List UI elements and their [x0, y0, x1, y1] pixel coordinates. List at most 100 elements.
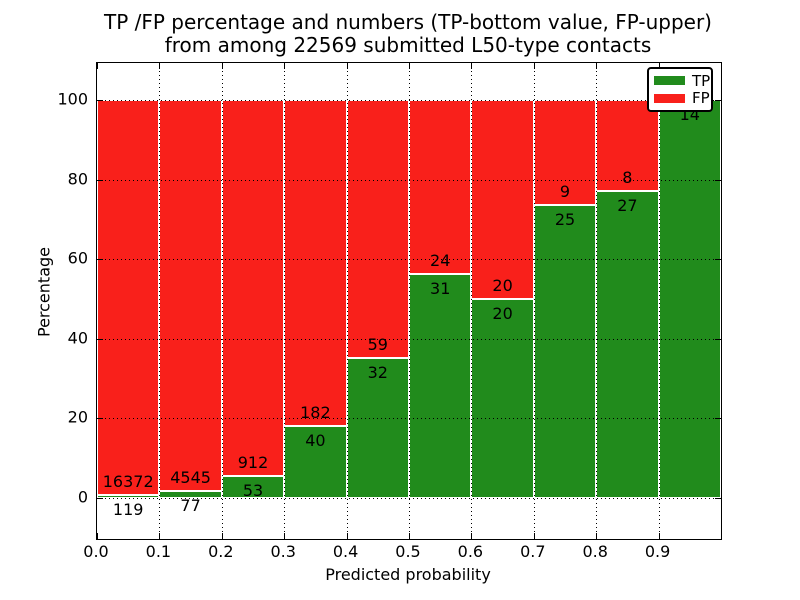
- tp-count-label: 119: [112, 500, 144, 520]
- bar-tp-segment: [284, 426, 347, 498]
- bar-fp-segment: [346, 100, 409, 359]
- v-gridline: [533, 63, 535, 539]
- v-gridline: [159, 63, 161, 539]
- x-tick-mark: [471, 63, 473, 69]
- tp-count-label: 40: [305, 431, 326, 451]
- x-tick-mark: [596, 533, 598, 539]
- y-tick-mark: [715, 338, 721, 340]
- x-tick-mark: [533, 63, 535, 69]
- bar-tp-segment: [471, 299, 534, 498]
- bar-fp-segment: [159, 100, 222, 492]
- x-tick-mark: [658, 63, 660, 69]
- bar-fp-segment: [284, 100, 347, 427]
- v-gridline: [658, 63, 660, 539]
- x-tick-mark: [284, 63, 286, 69]
- x-tick-mark: [284, 533, 286, 539]
- v-gridline: [596, 63, 598, 539]
- legend: TP FP: [647, 67, 713, 112]
- x-tick-label: 0.9: [644, 542, 671, 561]
- fp-count-label: 4545: [170, 468, 211, 488]
- plot-area: 16372 119 4545 77 912 53 182 40 59 32 24 31 20 20 9 25 8…: [96, 62, 722, 540]
- x-tick-label: 0.0: [83, 542, 109, 561]
- x-tick-mark: [346, 63, 348, 69]
- x-tick-mark: [221, 533, 223, 539]
- x-tick-mark: [159, 533, 161, 539]
- tp-count-label: 32: [367, 363, 388, 383]
- x-tick-mark: [596, 63, 598, 69]
- y-tick-mark: [715, 179, 721, 181]
- y-tick-mark: [715, 100, 721, 101]
- x-tick-mark: [409, 63, 410, 69]
- x-tick-label: 0.8: [582, 542, 608, 561]
- x-axis-label: Predicted probability: [325, 565, 491, 584]
- chart-title: TP /FP percentage and numbers (TP-bottom…: [8, 11, 800, 57]
- y-tick-label: 40: [67, 328, 88, 348]
- fp-count-label: 59: [367, 335, 388, 355]
- x-tick-label: 0.6: [457, 542, 484, 561]
- x-tick-mark: [533, 533, 535, 539]
- fp-count-label: 24: [430, 250, 451, 270]
- bar-tp-segment: [533, 205, 597, 498]
- y-tick-mark: [97, 418, 103, 420]
- x-tick-mark: [658, 533, 660, 539]
- x-tick-label: 0.2: [208, 542, 234, 561]
- y-tick-mark: [97, 259, 103, 261]
- y-tick-label: 80: [67, 169, 88, 189]
- tp-count-label: 77: [180, 496, 201, 516]
- bar-fp-segment: [97, 100, 160, 496]
- fp-count-label: 182: [300, 403, 331, 423]
- x-tick-mark: [221, 63, 223, 69]
- bar-fp-segment: [533, 100, 597, 206]
- y-tick-mark: [97, 498, 103, 499]
- v-gridline: [409, 63, 410, 539]
- x-tick-mark: [346, 533, 348, 539]
- fp-count-label: 20: [492, 276, 513, 295]
- y-tick-mark: [97, 338, 103, 340]
- legend-swatch-tp: [654, 76, 685, 86]
- fp-count-label: 16372: [102, 472, 154, 492]
- legend-label-fp: FP: [692, 89, 710, 108]
- y-tick-label: 20: [67, 407, 88, 427]
- x-tick-label: 0.7: [520, 542, 546, 561]
- tp-count-label: 25: [554, 210, 576, 230]
- legend-item-fp: FP: [654, 90, 710, 106]
- tp-count-label: 20: [492, 304, 513, 323]
- bar-fp-segment: [471, 100, 534, 299]
- x-tick-label: 0.5: [395, 542, 421, 561]
- y-tick-mark: [715, 259, 721, 261]
- x-tick-mark: [409, 533, 410, 539]
- y-tick-mark: [715, 418, 721, 420]
- x-tick-mark: [159, 63, 161, 69]
- legend-label-tp: TP: [692, 71, 711, 90]
- bar-tp-segment: [346, 358, 409, 498]
- y-tick-mark: [97, 179, 103, 181]
- legend-item-tp: TP: [654, 73, 710, 89]
- v-gridline: [471, 63, 473, 539]
- y-tick-label: 60: [67, 248, 88, 268]
- y-tick-mark: [715, 498, 721, 499]
- chart-title-line1: TP /FP percentage and numbers (TP-bottom…: [104, 10, 712, 34]
- x-tick-label: 0.4: [332, 542, 359, 561]
- bar-tp-segment: [596, 190, 659, 498]
- bar-tp-segment: [409, 273, 472, 498]
- tp-count-label: 27: [617, 195, 638, 215]
- y-tick-label: 100: [57, 89, 88, 109]
- chart-title-line2: from among 22569 submitted L50-type cont…: [164, 33, 652, 57]
- x-tick-label: 0.1: [145, 542, 172, 561]
- y-tick-mark: [97, 100, 103, 101]
- x-tick-mark: [97, 63, 98, 69]
- v-gridline: [284, 63, 286, 539]
- x-tick-mark: [471, 533, 473, 539]
- fp-count-label: 9: [559, 182, 571, 202]
- v-gridline: [221, 63, 223, 539]
- y-tick-label: 0: [77, 487, 88, 507]
- x-tick-label: 0.3: [270, 542, 296, 561]
- bar-fp-segment: [221, 100, 285, 477]
- tp-count-label: 31: [430, 278, 451, 298]
- fp-count-label: 8: [622, 167, 633, 187]
- bar-tp-segment: [97, 495, 160, 498]
- fp-count-label: 912: [237, 453, 269, 473]
- legend-swatch-fp: [654, 93, 685, 103]
- bar-tp-segment: [658, 100, 721, 498]
